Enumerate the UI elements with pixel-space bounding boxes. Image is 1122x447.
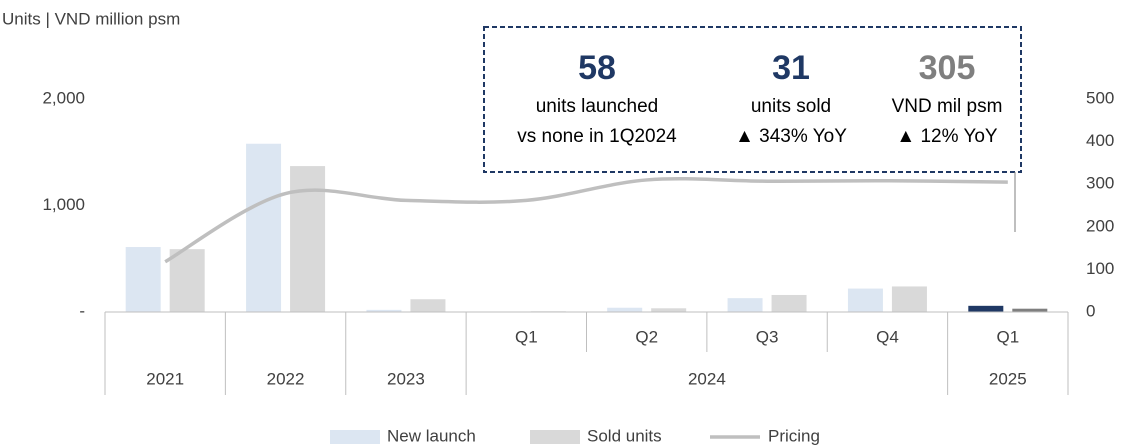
bar [1012, 308, 1048, 312]
callout-value: 305 [919, 49, 976, 87]
bar [727, 298, 763, 312]
y2-tick-label: 300 [1086, 174, 1114, 193]
bar [968, 305, 1004, 312]
legend-label: Pricing [768, 426, 820, 445]
y2-tick-label: 200 [1086, 216, 1114, 235]
callout-text: vs none in 1Q2024 [517, 126, 677, 147]
y2-tick-label: 0 [1086, 301, 1095, 320]
y2-tick-label: 400 [1086, 131, 1114, 150]
bar [607, 307, 643, 312]
x-tick-label: Q1 [515, 327, 538, 346]
callout-text: VND mil psm [892, 96, 1003, 117]
x-tick-label: Q2 [635, 327, 658, 346]
bar [246, 143, 282, 312]
bar [125, 247, 161, 312]
x-group-label: 2024 [688, 369, 726, 388]
bar [771, 294, 807, 312]
bar [169, 249, 205, 312]
callout-text: units launched [536, 96, 659, 117]
x-group-label: 2022 [267, 369, 305, 388]
y-tick-label: - [79, 301, 85, 320]
x-tick-label: Q3 [756, 327, 779, 346]
callout-text: ▲ 343% YoY [735, 126, 847, 147]
callout-value: 31 [772, 49, 810, 87]
x-group-label: 2023 [387, 369, 425, 388]
x-group-label: 2021 [146, 369, 184, 388]
y2-tick-label: 100 [1086, 259, 1114, 278]
y-tick-label: 2,000 [42, 88, 85, 107]
bar [290, 166, 326, 312]
bar [847, 288, 883, 312]
bar [366, 309, 402, 312]
callout-text: units sold [751, 96, 831, 117]
callout-text: ▲ 12% YoY [896, 126, 998, 147]
pricing-line [164, 177, 1008, 264]
x-tick-label: Q1 [996, 327, 1019, 346]
x-group-label: 2025 [989, 369, 1027, 388]
x-tick-label: Q4 [876, 327, 899, 346]
legend-swatch [330, 430, 380, 444]
bar [651, 308, 687, 312]
legend-label: New launch [387, 426, 476, 445]
y2-tick-label: 500 [1086, 88, 1114, 107]
bar [410, 299, 446, 312]
bar [891, 286, 927, 312]
y-tick-label: 1,000 [42, 195, 85, 214]
callout-value: 58 [578, 49, 616, 87]
callout-box [483, 26, 1022, 173]
legend-label: Sold units [587, 426, 662, 445]
axis-label: Units | VND million psm [2, 9, 180, 28]
legend-swatch [530, 430, 580, 444]
